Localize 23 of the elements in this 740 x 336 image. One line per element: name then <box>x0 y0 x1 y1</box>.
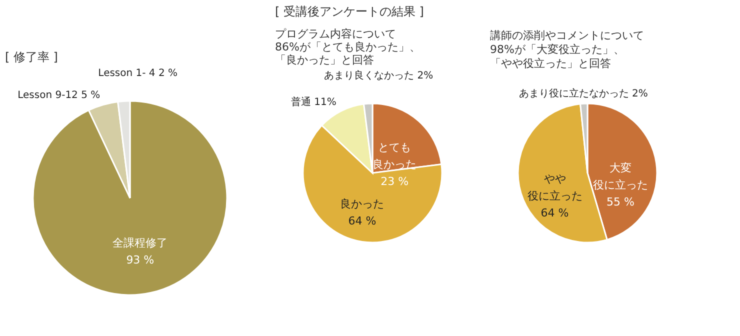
slice-label: やや役に立った <box>527 172 582 202</box>
data-label: 23 % <box>380 174 409 188</box>
slice-label: 良かった <box>340 198 384 211</box>
text: 講師の添削やコメントについて <box>490 29 644 42</box>
text: プログラム内容について <box>275 28 396 41</box>
text: 98%が「大変役立った」、 <box>490 43 624 56</box>
slice-label: Lesson 1- 4 2 % <box>98 68 178 80</box>
text: 「良かった」と回答 <box>275 54 374 67</box>
slice-label: 普通 11% <box>291 96 336 108</box>
data-label: 64 % <box>348 214 376 228</box>
slice-label: Lesson 9-12 5 % <box>18 90 100 102</box>
slice-label: あまり役に立たなかった 2% <box>518 88 648 100</box>
text: 86%が「とても良かった」、 <box>275 40 420 54</box>
chart-title: [ 受講後アンケートの結果 ] <box>275 4 424 19</box>
slice-label: 全課程修了 <box>112 236 168 250</box>
slice-label: 大変役に立った <box>593 161 648 192</box>
data-label: 64 % <box>540 206 569 220</box>
pie-slice <box>32 100 228 296</box>
chart-title: [ 修了率 ] <box>5 50 58 64</box>
text: 「やや役立った」と回答 <box>490 57 611 70</box>
data-label: 93 % <box>126 253 154 266</box>
slice-label: あまり良くなかった 2% <box>324 70 434 82</box>
data-label: 55 % <box>606 195 634 208</box>
